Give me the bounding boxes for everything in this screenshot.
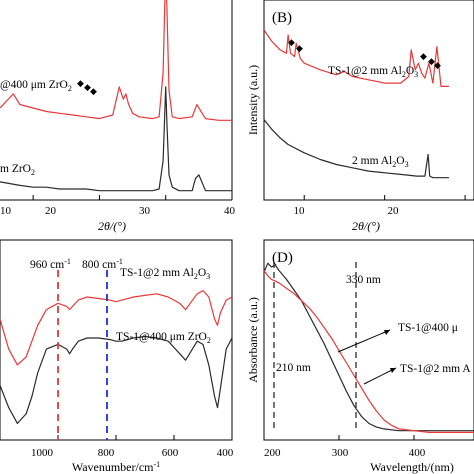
panel-d-x-label: Wavelength/(nm): [370, 460, 454, 474]
panel-b-diamond-1: ◆: [288, 37, 295, 47]
panel-c-label-bottom: TS-1@400 μm ZrO2: [116, 331, 211, 345]
panel-a-x-label: 2θ/(°): [98, 219, 126, 233]
panel-b-diamond-4: ◆: [428, 56, 435, 66]
panel-c-label-top: TS-1@2 mm Al2O3: [120, 267, 210, 281]
panel-d-y-label: Absorbance (a.u.): [246, 297, 260, 383]
panel-d-tick-label-300: 300: [332, 447, 349, 459]
panel-b: (B) Intensity (a.u.) 10 20 2θ/(°) TS-1@2…: [246, 0, 474, 233]
panel-b-x-label: 2θ/(°): [352, 219, 380, 233]
panel-b-frame: [263, 0, 474, 201]
panel-c-x-label: Wavenumber/cm-1: [72, 460, 160, 474]
panel-d-arrow-b: [363, 367, 397, 385]
panel-c-dash-label-960: 960 cm-1: [30, 257, 71, 271]
panel-c: 960 cm-1 800 cm-1 TS-1@2 mm Al2O3 TS-1@4…: [0, 239, 234, 474]
panel-b-series-1-line: [263, 29, 449, 88]
panel-d-label-a: TS-1@400 μ: [398, 322, 458, 334]
panel-d-letter: (D): [272, 250, 293, 266]
panel-c-ticks: [57, 435, 233, 440]
panel-a-diamond-2: ◆: [84, 82, 91, 92]
panel-d-tick-label-400: 400: [409, 447, 426, 459]
panel-b-label-top: TS-1@2 mm Al2O3: [328, 65, 418, 79]
panel-d-ticks: [263, 435, 415, 440]
panel-b-letter: (B): [272, 10, 292, 26]
panel-c-lines: [0, 290, 233, 424]
panel-d-lines: [263, 262, 474, 433]
panel-b-diamond-2: ◆: [296, 43, 303, 53]
panel-a-diamond-3: ◆: [90, 86, 97, 96]
panel-a-label-bottom: m ZrO2: [0, 163, 35, 177]
panel-a-tick-label-30: 30: [139, 205, 151, 217]
panel-c-series-1-line: [0, 290, 233, 366]
panel-a-tick-label-10: 10: [0, 205, 12, 217]
panel-c-tick-label-600: 600: [162, 447, 179, 459]
panel-a-tick-label-40: 40: [224, 205, 236, 217]
panel-c-tick-label-800: 800: [98, 447, 115, 459]
panel-a-tick-label-20: 20: [45, 205, 57, 217]
panel-b-ticks: [303, 195, 466, 200]
panel-c-tick-label-1000: 1000: [31, 447, 54, 459]
panel-b-series-2-line: [263, 119, 449, 179]
panel-c-dash-label-800: 800 cm-1: [82, 257, 123, 271]
panel-d-tick-label-200: 200: [264, 447, 281, 459]
panel-a-label-top: @400 μm ZrO2: [0, 79, 72, 93]
panel-b-label-bottom: 2 mm Al2O3: [352, 155, 409, 169]
panel-d-arrow-a: [337, 329, 391, 353]
panel-d-frame: [263, 239, 474, 441]
panel-b-tick-label-20: 20: [388, 205, 400, 217]
panel-a: 10 20 30 40 2θ/(°) @400 μm ZrO2 m ZrO2 ◆…: [0, 0, 236, 233]
panel-b-diamond-3: ◆: [420, 51, 427, 61]
panel-b-lines: [263, 29, 449, 179]
panel-b-y-label: Intensity (a.u.): [246, 65, 260, 135]
panel-d-arrowhead-a: [384, 330, 390, 335]
panel-d-series-1-line: [263, 262, 474, 432]
panel-c-tick-label-400: 400: [217, 447, 234, 459]
panel-d-label-b: TS-1@2 mm A: [400, 363, 471, 375]
panel-d-dash-label-210: 210 nm: [276, 362, 311, 374]
panel-a-lines: [0, 0, 232, 192]
panel-d-series-2-line: [263, 270, 474, 433]
panel-a-series-1-line: [0, 0, 232, 121]
panel-a-diamond-1: ◆: [77, 78, 84, 88]
panel-a-series-2-line: [0, 86, 232, 192]
panel-a-ticks: [32, 195, 233, 200]
panel-d-dash-label-330: 330 nm: [346, 274, 381, 286]
panel-b-tick-label-10: 10: [294, 205, 306, 217]
panel-d: (D) Absorbance (a.u.) 330 nm 210 nm TS-1…: [246, 239, 474, 474]
panel-d-arrowhead-b: [390, 368, 396, 373]
panel-c-series-2-line: [0, 335, 233, 424]
panel-b-diamond-5: ◆: [434, 60, 441, 70]
